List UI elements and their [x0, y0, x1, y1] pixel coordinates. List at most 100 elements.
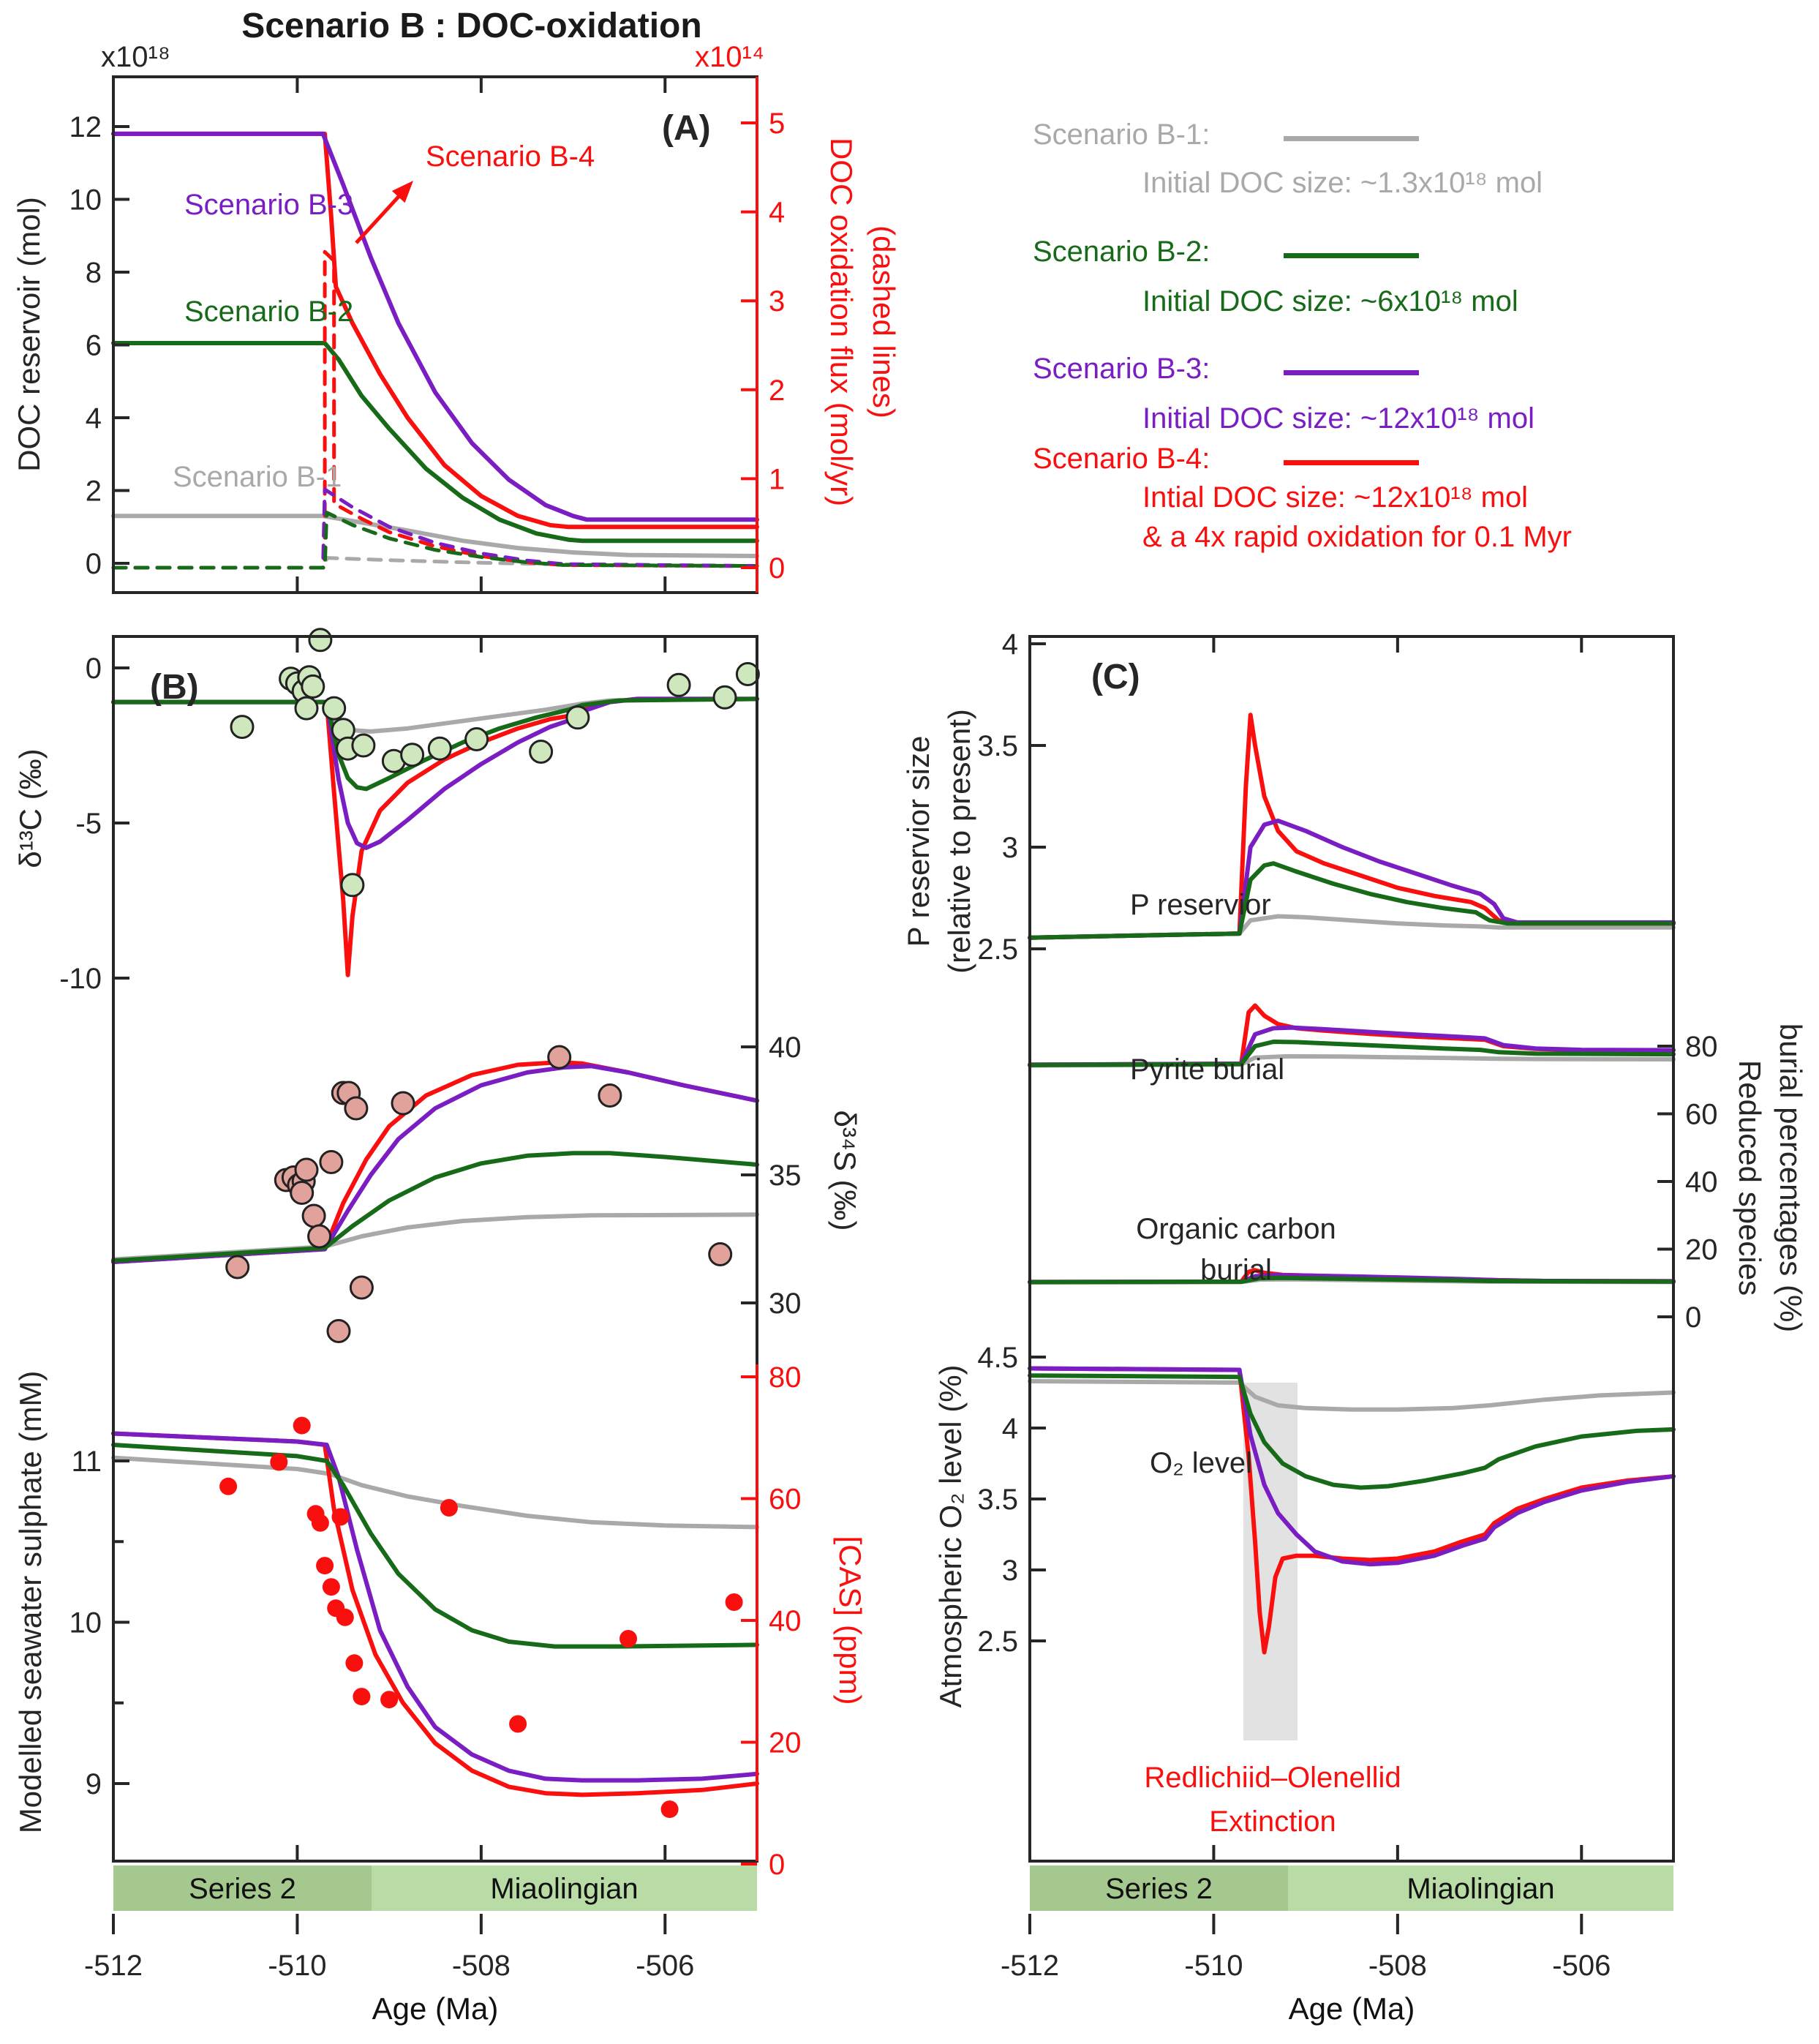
series-B2-organic	[1028, 1275, 1676, 1285]
panel-a-letter: (A)	[662, 109, 711, 148]
d34s-data-point	[294, 1157, 319, 1182]
tick-label: 3	[769, 285, 785, 318]
cas-data-point	[311, 1514, 329, 1532]
label-p-reservoir: P reservior	[1130, 889, 1271, 921]
panel-b-letter: (B)	[150, 668, 199, 707]
series-B2-d34s	[111, 1151, 759, 1263]
tick-label: 10	[69, 1607, 102, 1639]
legend-item-b2-desc: Initial DOC size: ~6x10¹⁸ mol	[1142, 285, 1518, 318]
series-B3-sulphate	[111, 1431, 759, 1783]
label-extinction-line2: Extinction	[1209, 1806, 1336, 1838]
label-pyrite-burial: Pyrite burial	[1130, 1053, 1285, 1086]
d13c-data-point	[529, 740, 554, 764]
d34s-data-point	[290, 1181, 315, 1205]
d34s-data-point	[547, 1045, 572, 1070]
d34s-data-point	[344, 1096, 369, 1121]
panel-a-left-exponent: x10¹⁸	[101, 41, 170, 73]
series-B4-sulphate	[111, 1431, 759, 1797]
d34s-data-point	[225, 1255, 250, 1280]
tick-label: 4	[1002, 1413, 1018, 1445]
d34s-data-point	[307, 1224, 332, 1249]
axis-label-doc-flux-2: (dashed lines)	[867, 225, 901, 418]
label-organic-carbon-burial: Organic carbon burial	[1082, 1209, 1390, 1290]
cas-data-point	[293, 1416, 311, 1435]
axis-label-doc-flux: DOC oxidation flux (mol/yr)	[824, 137, 859, 507]
label-extinction-line1: Redlichiid–Olenellid	[1144, 1762, 1401, 1794]
tick-label: 0	[769, 1849, 785, 1881]
tick-label: 8	[86, 257, 102, 289]
legend-line-b3	[1284, 370, 1419, 375]
legend-item-b4-desc: Intial DOC size: ~12x10¹⁸ mol	[1142, 481, 1529, 514]
age-tick-label: -508	[1368, 1950, 1427, 1982]
axis-label-p-reservoir-2: (relative to present)	[942, 709, 976, 974]
axis-label-o2-level: Atmospheric O₂ level (%)	[933, 1364, 968, 1708]
d13c-data-point	[322, 696, 347, 721]
cas-data-point	[316, 1557, 334, 1575]
series-B4-reservoir	[111, 131, 759, 530]
age-tick-label: -506	[636, 1950, 694, 1982]
tick-label: 80	[769, 1361, 802, 1394]
series-B3-flux	[111, 487, 759, 570]
age-tick-label: -510	[268, 1950, 326, 1982]
d13c-data-point	[400, 743, 425, 767]
tick-label: 0	[86, 548, 102, 580]
tick-label: 60	[769, 1484, 802, 1516]
series-B4-preservoir	[1028, 713, 1676, 940]
cas-data-point	[440, 1499, 458, 1517]
legend-item-b1-label: Scenario B-1:	[1033, 119, 1210, 151]
d34s-data-point	[349, 1275, 374, 1300]
band-series2-c: Series 2	[1105, 1873, 1213, 1905]
d34s-data-point	[598, 1083, 622, 1108]
tick-label: 40	[1685, 1166, 1718, 1198]
series-B3-d13c	[111, 696, 759, 850]
series-B2-preservoir	[1028, 861, 1676, 940]
d34s-data-point	[708, 1242, 733, 1266]
cas-data-point	[331, 1508, 350, 1526]
legend-item-b3-label: Scenario B-3:	[1033, 353, 1210, 385]
d34s-data-point	[319, 1150, 344, 1174]
d13c-data-point	[565, 705, 590, 730]
d13c-data-point	[427, 736, 452, 761]
d13c-data-point	[301, 674, 325, 699]
x-axis-label-c: Age (Ma)	[1288, 1991, 1415, 2026]
tick-label: -5	[75, 808, 102, 840]
series-B2-reservoir	[111, 341, 759, 544]
age-tick-label: -508	[452, 1950, 511, 1982]
tick-label: 40	[769, 1032, 802, 1064]
cas-data-point	[725, 1593, 743, 1611]
legend-item-b2-label: Scenario B-2:	[1033, 236, 1210, 268]
series-B1-preservoir	[1028, 914, 1676, 940]
tick-label: 2.5	[977, 1626, 1018, 1658]
cas-data-point	[619, 1630, 637, 1647]
series-B3-reservoir	[111, 131, 759, 522]
tick-label: 10	[69, 184, 102, 217]
panel-a-right-exponent: x10¹⁴	[695, 41, 764, 73]
tick-label: 60	[1685, 1099, 1718, 1131]
cas-data-point	[219, 1477, 238, 1495]
panel-B: 0 -5 -10 11 10 9 40 35 30 80 60 40 20 0 -512 -510 -508 -5…	[59, 628, 802, 1982]
annotation-scenario-b2: Scenario B-2	[184, 296, 354, 328]
annotation-scenario-b1: Scenario B-1	[173, 461, 342, 493]
cas-data-point	[509, 1715, 527, 1733]
series-B1-o2	[1028, 1379, 1676, 1412]
tick-label: 0	[769, 552, 785, 585]
series-B1-flux	[111, 556, 759, 570]
age-tick-label: -512	[84, 1950, 143, 1982]
d34s-data-point	[391, 1091, 415, 1116]
legend-item-b4-desc2: & a 4x rapid oxidation for 0.1 Myr	[1142, 521, 1572, 553]
tick-label: 4.5	[977, 1342, 1018, 1374]
legend-line-b2	[1284, 253, 1419, 258]
cas-data-point	[345, 1654, 364, 1672]
tick-label: 2	[769, 375, 785, 407]
tick-label: -10	[59, 963, 102, 995]
label-organic-carbon-line1: Organic carbon	[1136, 1213, 1336, 1245]
tick-label: 3	[1002, 832, 1018, 864]
legend-item-b3-desc: Initial DOC size: ~12x10¹⁸ mol	[1142, 402, 1534, 435]
axis-label-d13c: δ¹³C (‰)	[13, 748, 48, 868]
cas-data-point	[322, 1578, 340, 1596]
age-tick-label: -510	[1184, 1950, 1243, 1982]
band-miaolingian-c: Miaolingian	[1406, 1873, 1555, 1905]
axis-label-doc-reservoir: DOC reservoir (mol)	[12, 197, 46, 472]
